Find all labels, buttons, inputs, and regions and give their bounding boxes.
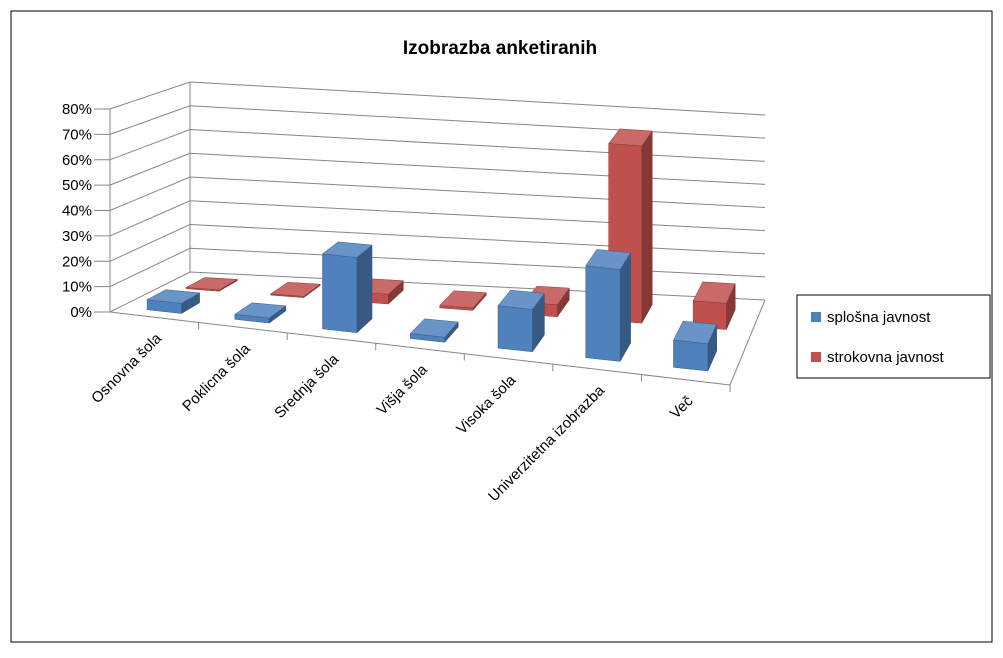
y-tick-label: 40% xyxy=(62,203,92,220)
bar xyxy=(585,249,632,363)
bar xyxy=(497,289,545,353)
bar-top xyxy=(269,282,322,297)
legend-label: strokovna javnost xyxy=(827,349,945,366)
bar-side xyxy=(619,251,631,363)
bar xyxy=(608,128,653,325)
bar xyxy=(409,318,459,343)
chart-title: Izobrazba anketiranih xyxy=(403,38,597,59)
y-tick-label: 80% xyxy=(62,101,92,118)
bar-side xyxy=(356,244,373,334)
bar-top xyxy=(497,289,545,310)
bar-top xyxy=(692,281,736,304)
legend-swatch xyxy=(811,352,821,362)
y-tick-label: 60% xyxy=(62,152,92,169)
bar-top xyxy=(608,128,653,147)
legend-box xyxy=(796,294,991,379)
legend-swatch xyxy=(811,312,821,322)
y-tick-label: 50% xyxy=(62,177,92,194)
y-tick-label: 20% xyxy=(62,253,92,270)
bar xyxy=(439,290,487,312)
y-tick-label: 0% xyxy=(70,304,92,321)
bar xyxy=(321,241,373,334)
bar-top xyxy=(146,289,201,304)
bar-front xyxy=(673,339,709,372)
bar-top xyxy=(185,277,239,291)
y-tick-label: 70% xyxy=(62,126,92,143)
bar xyxy=(146,289,201,314)
bar-top xyxy=(234,302,287,319)
legend-label: splošna javnost xyxy=(827,309,931,326)
bar-top xyxy=(409,318,459,338)
y-tick-label: 10% xyxy=(62,279,92,296)
bar-top xyxy=(585,249,632,270)
bar-front xyxy=(322,253,358,333)
bar-front xyxy=(497,305,533,353)
bar-side xyxy=(641,130,653,325)
bar-top xyxy=(439,290,487,309)
bar-front xyxy=(585,265,621,362)
bar xyxy=(269,282,322,299)
bar-top xyxy=(673,320,718,345)
bar xyxy=(692,281,736,330)
y-tick-label: 30% xyxy=(62,228,92,245)
bar-top xyxy=(321,241,373,258)
bar xyxy=(234,302,287,324)
bar xyxy=(673,320,718,372)
bar xyxy=(185,277,239,292)
